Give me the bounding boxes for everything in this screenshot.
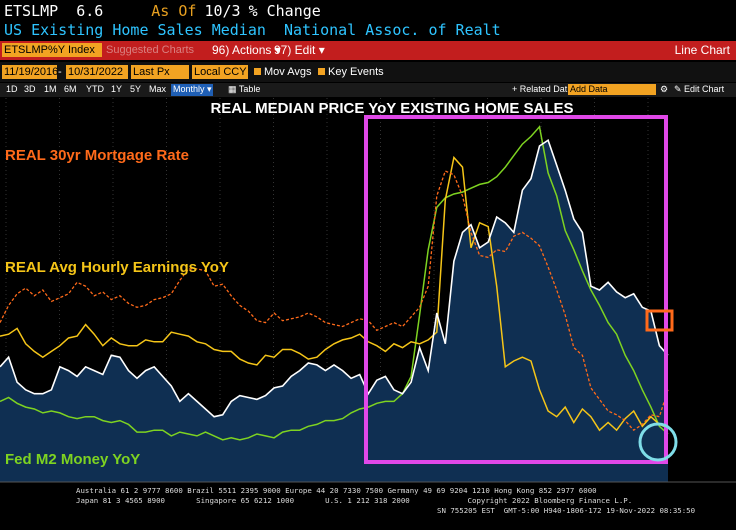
key-events-checkbox[interactable]	[318, 68, 325, 75]
table-label: Table	[238, 84, 261, 94]
price-type-select[interactable]: Last Px	[131, 65, 189, 79]
range-tab-3d[interactable]: 3D	[24, 84, 36, 94]
range-tab-max[interactable]: Max	[149, 84, 167, 94]
m2-line	[0, 125, 669, 441]
edit-chart-label: Edit Chart	[684, 84, 725, 94]
security-description: US Existing Home Sales Median National A…	[4, 21, 501, 39]
edit-menu[interactable]: 97) Edit ▾	[274, 43, 325, 57]
toolbar	[0, 41, 736, 60]
range-tab-ytd[interactable]: YTD	[86, 84, 104, 94]
line-chart-title: Line Chart	[674, 43, 730, 57]
table-button[interactable]: ▦ Table	[228, 84, 260, 95]
annotation-earnings: REAL Avg Hourly Earnings YoY	[5, 259, 229, 276]
key-events-toggle[interactable]: Key Events	[318, 66, 384, 78]
footer-line-2: Japan 81 3 4565 8900 Singapore 65 6212 1…	[76, 496, 633, 505]
date-separator: -	[58, 66, 62, 78]
as-of-value: 10/3	[204, 2, 241, 20]
start-date-input[interactable]: 11/19/2016	[2, 65, 59, 79]
highlight-box	[364, 115, 668, 464]
key-events-label: Key Events	[328, 66, 384, 78]
range-tab-6m[interactable]: 6M	[64, 84, 77, 94]
footer-line-1: Australia 61 2 9777 8600 Brazil 5511 239…	[76, 486, 597, 495]
chart-title: REAL MEDIAN PRICE YoY EXISTING HOME SALE…	[210, 100, 573, 117]
add-data-input[interactable]: Add Data	[568, 84, 656, 95]
price-line	[0, 138, 669, 418]
last-value: 6.6	[76, 2, 104, 20]
mov-avgs-toggle[interactable]: Mov Avgs	[254, 66, 312, 78]
security-header: ETSLMP 6.6 As Of 10/3 % Change	[4, 2, 321, 20]
footer-line-3: SN 755205 EST GMT-5:00 H940-1806-172 19-…	[437, 506, 696, 515]
edit-chart-button[interactable]: ✎ Edit Chart	[674, 84, 724, 95]
mortgage-line	[0, 170, 669, 432]
currency-select[interactable]: Local CCY	[192, 65, 248, 79]
suggested-charts-button[interactable]: Suggested Charts	[106, 44, 195, 56]
table-icon: ▦	[228, 84, 239, 94]
range-tab-1d[interactable]: 1D	[6, 84, 18, 94]
mov-avgs-checkbox[interactable]	[254, 68, 261, 75]
as-of-label: As Of	[151, 2, 197, 20]
index-input[interactable]: ETSLMP%Y Index	[2, 43, 102, 57]
pencil-icon: ✎	[674, 84, 685, 94]
annotation-mortgage: REAL 30yr Mortgage Rate	[5, 147, 189, 164]
actions-menu[interactable]: 96) Actions ▾	[212, 43, 281, 57]
endpoint-circle	[638, 422, 678, 462]
earnings-line	[0, 155, 669, 432]
range-tab-1y[interactable]: 1Y	[111, 84, 123, 94]
settings-gear-icon[interactable]: ⚙	[660, 84, 669, 94]
related-data-button[interactable]: + Related Dat	[512, 84, 568, 94]
ticker: ETSLMP	[4, 2, 59, 20]
annotation-m2: Fed M2 Money YoY	[5, 451, 140, 468]
mortgage-endpoint-marker	[645, 309, 674, 332]
frequency-select[interactable]: Monthly ▾	[171, 84, 213, 96]
range-tab-5y[interactable]: 5Y	[130, 84, 142, 94]
change-label: % Change	[248, 2, 321, 20]
range-tab-1m[interactable]: 1M	[44, 84, 57, 94]
end-date-input[interactable]: 10/31/2022	[66, 65, 128, 79]
price-area	[0, 140, 668, 482]
mov-avgs-label: Mov Avgs	[264, 66, 312, 78]
